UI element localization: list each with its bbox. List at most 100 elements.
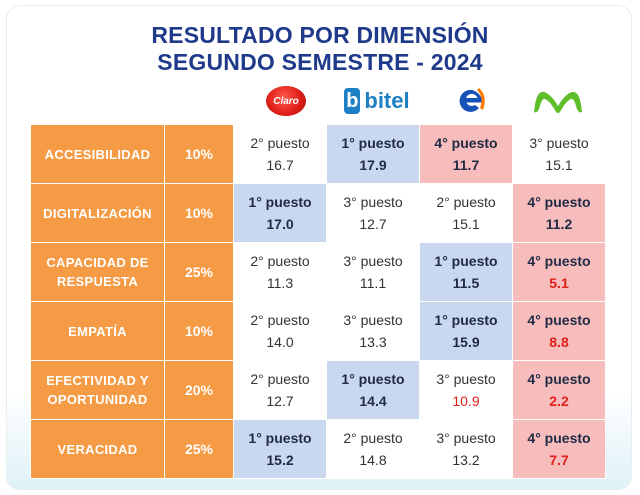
score-value: 11.5 <box>452 275 480 291</box>
weight-percent: 20% <box>164 360 234 420</box>
dimension-label: EFECTIVIDAD Y OPORTUNIDAD <box>30 360 165 420</box>
score-value: 11.2 <box>545 216 573 232</box>
rank-label: 4° puesto <box>434 135 498 151</box>
rank-label: 3° puesto <box>343 253 403 269</box>
operator-result-cell: 1° puesto 15.2 <box>233 419 327 479</box>
rank-label: 4° puesto <box>527 312 591 328</box>
operator-result-cell: 4° puesto 11.7 <box>419 124 513 184</box>
score-value: 14.4 <box>359 393 387 409</box>
bitel-logo-mark: b <box>344 88 361 114</box>
score-value: 15.1 <box>452 216 480 232</box>
table-row: CAPACIDAD DE RESPUESTA 25% 2° puesto 11.3 3°… <box>30 242 606 302</box>
score-value: 12.7 <box>359 216 387 232</box>
dimension-label: CAPACIDAD DE RESPUESTA <box>30 242 165 302</box>
rank-label: 4° puesto <box>527 371 591 387</box>
weight-percent: 25% <box>164 242 234 302</box>
table-row: EFECTIVIDAD Y OPORTUNIDAD 20% 2° puesto 12.… <box>30 360 606 420</box>
score-value: 11.7 <box>452 157 480 173</box>
rank-label: 3° puesto <box>529 135 589 151</box>
page-title: RESULTADO POR DIMENSIÓN SEGUNDO SEMESTRE… <box>0 22 640 76</box>
weight-percent: 10% <box>164 124 234 184</box>
rank-label: 1° puesto <box>248 430 312 446</box>
rank-label: 1° puesto <box>434 312 498 328</box>
operator-result-cell: 2° puesto 14.0 <box>233 301 327 361</box>
operator-result-cell: 2° puesto 14.8 <box>326 419 420 479</box>
score-value: 17.0 <box>266 216 294 232</box>
rank-label: 2° puesto <box>250 312 310 328</box>
operator-result-cell: 1° puesto 17.0 <box>233 183 327 243</box>
movistar-logo-icon <box>530 84 586 118</box>
score-value: 13.2 <box>452 452 480 468</box>
weight-percent: 25% <box>164 419 234 479</box>
rank-label: 2° puesto <box>343 430 403 446</box>
operator-result-cell: 3° puesto 13.3 <box>326 301 420 361</box>
rank-label: 1° puesto <box>248 194 312 210</box>
weight-percent: 10% <box>164 301 234 361</box>
table-row: ACCESIBILIDAD 10% 2° puesto 16.7 1° puesto 17… <box>30 124 606 184</box>
dimension-label: VERACIDAD <box>30 419 165 479</box>
score-value: 14.8 <box>359 452 387 468</box>
bitel-logo-text: bitel <box>364 88 410 113</box>
dimension-label: DIGITALIZACIÓN <box>30 183 165 243</box>
rank-label: 1° puesto <box>434 253 498 269</box>
rank-label: 4° puesto <box>527 430 591 446</box>
rank-label: 4° puesto <box>527 194 591 210</box>
title-line-2: SEGUNDO SEMESTRE - 2024 <box>157 49 483 75</box>
operator-result-cell: 4° puesto 7.7 <box>512 419 606 479</box>
score-value: 16.7 <box>266 157 294 173</box>
entel-logo-icon <box>448 84 492 118</box>
score-value: 17.9 <box>359 157 387 173</box>
operator-result-cell: 1° puesto 17.9 <box>326 124 420 184</box>
bitel-logo-icon: b bitel <box>338 84 416 118</box>
operator-result-cell: 2° puesto 16.7 <box>233 124 327 184</box>
score-value: 2.2 <box>549 393 569 409</box>
table-row: DIGITALIZACIÓN 10% 1° puesto 17.0 3° puesto 1… <box>30 183 606 243</box>
operator-result-cell: 1° puesto 15.9 <box>419 301 513 361</box>
rank-label: 1° puesto <box>341 371 405 387</box>
title-line-1: RESULTADO POR DIMENSIÓN <box>151 22 489 48</box>
rank-label: 2° puesto <box>250 371 310 387</box>
rank-label: 2° puesto <box>250 253 310 269</box>
operator-result-cell: 4° puesto 11.2 <box>512 183 606 243</box>
score-value: 5.1 <box>549 275 569 291</box>
operator-result-cell: 3° puesto 11.1 <box>326 242 420 302</box>
rank-label: 3° puesto <box>436 430 496 446</box>
score-value: 8.8 <box>549 334 569 350</box>
operator-result-cell: 1° puesto 11.5 <box>419 242 513 302</box>
dimension-label: ACCESIBILIDAD <box>30 124 165 184</box>
operator-result-cell: 2° puesto 11.3 <box>233 242 327 302</box>
score-value: 15.2 <box>266 452 294 468</box>
operator-result-cell: 2° puesto 15.1 <box>419 183 513 243</box>
rank-label: 2° puesto <box>436 194 496 210</box>
results-table: ACCESIBILIDAD 10% 2° puesto 16.7 1° puesto 17… <box>30 124 606 479</box>
rank-label: 1° puesto <box>341 135 405 151</box>
operator-result-cell: 3° puesto 13.2 <box>419 419 513 479</box>
weight-percent: 10% <box>164 183 234 243</box>
operator-result-cell: 4° puesto 8.8 <box>512 301 606 361</box>
table-row: EMPATÍA 10% 2° puesto 14.0 3° puesto 13.3 1° p… <box>30 301 606 361</box>
claro-logo-text: Claro <box>266 86 306 116</box>
operator-result-cell: 3° puesto 10.9 <box>419 360 513 420</box>
table-row: VERACIDAD 25% 1° puesto 15.2 2° puesto 14.8 3°… <box>30 419 606 479</box>
rank-label: 3° puesto <box>436 371 496 387</box>
score-value: 15.1 <box>545 157 573 173</box>
operator-result-cell: 4° puesto 5.1 <box>512 242 606 302</box>
score-value: 14.0 <box>266 334 294 350</box>
score-value: 12.7 <box>266 393 294 409</box>
rank-label: 3° puesto <box>343 312 403 328</box>
score-value: 13.3 <box>359 334 387 350</box>
score-value: 11.1 <box>359 275 387 291</box>
rank-label: 4° puesto <box>527 253 591 269</box>
score-value: 7.7 <box>549 452 569 468</box>
operator-result-cell: 3° puesto 12.7 <box>326 183 420 243</box>
claro-logo-icon: Claro <box>262 84 310 118</box>
operator-result-cell: 4° puesto 2.2 <box>512 360 606 420</box>
operator-result-cell: 3° puesto 15.1 <box>512 124 606 184</box>
rank-label: 2° puesto <box>250 135 310 151</box>
score-value: 15.9 <box>452 334 480 350</box>
score-value: 10.9 <box>452 393 480 409</box>
score-value: 11.3 <box>266 275 294 291</box>
operator-result-cell: 2° puesto 12.7 <box>233 360 327 420</box>
dimension-label: EMPATÍA <box>30 301 165 361</box>
rank-label: 3° puesto <box>343 194 403 210</box>
